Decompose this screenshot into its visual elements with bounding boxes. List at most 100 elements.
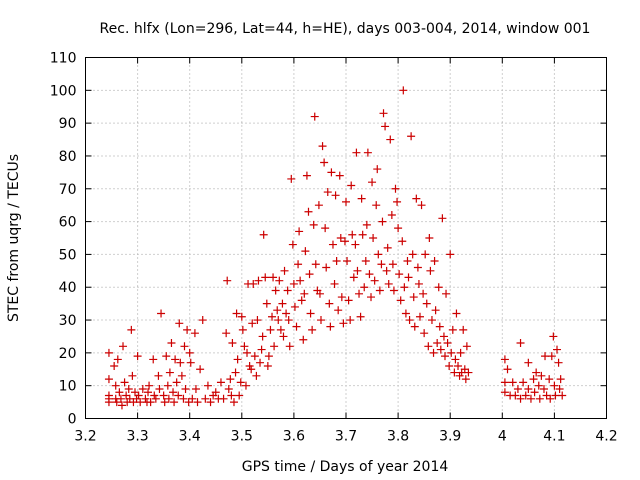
data-point — [351, 240, 360, 249]
data-point — [191, 384, 200, 393]
data-point — [120, 378, 129, 387]
data-point — [219, 394, 228, 403]
data-point — [198, 316, 207, 325]
data-point — [365, 270, 374, 279]
data-point — [252, 371, 261, 380]
data-point — [274, 316, 283, 325]
data-point — [315, 289, 324, 298]
data-point — [417, 201, 426, 210]
data-point — [181, 384, 190, 393]
data-point — [405, 316, 414, 325]
data-point — [203, 381, 212, 390]
data-point — [430, 256, 439, 265]
data-point — [554, 358, 563, 367]
data-point — [443, 339, 452, 348]
data-point — [389, 286, 398, 295]
data-point — [295, 227, 304, 236]
data-point — [516, 339, 525, 348]
data-point — [211, 388, 220, 397]
data-point — [331, 191, 340, 200]
data-point — [269, 273, 278, 282]
data-point — [399, 86, 408, 95]
data-point — [144, 388, 153, 397]
data-point — [284, 316, 293, 325]
data-point — [328, 240, 337, 249]
data-point — [550, 381, 559, 390]
data-point — [500, 378, 509, 387]
data-point — [241, 381, 250, 390]
data-point — [526, 394, 535, 403]
x-tick-label: 3.3 — [126, 429, 148, 445]
data-point — [278, 299, 287, 308]
data-point — [459, 325, 468, 334]
data-point — [229, 398, 238, 407]
data-point — [408, 250, 417, 259]
data-point — [410, 322, 419, 331]
data-point — [201, 394, 210, 403]
x-tick-label: 3.7 — [335, 429, 357, 445]
x-tick-label: 3.6 — [283, 429, 305, 445]
data-point — [535, 394, 544, 403]
data-point — [500, 355, 509, 364]
data-point — [362, 220, 371, 229]
data-point — [521, 391, 530, 400]
data-point — [300, 289, 309, 298]
data-point — [227, 391, 236, 400]
data-point — [115, 388, 124, 397]
data-point — [436, 345, 445, 354]
data-point — [304, 207, 313, 216]
data-point — [119, 342, 128, 351]
data-point — [235, 391, 244, 400]
y-tick-label: 100 — [50, 83, 77, 99]
data-point — [516, 394, 525, 403]
data-point — [342, 197, 350, 206]
data-point — [128, 371, 137, 380]
data-point — [377, 260, 386, 269]
data-point — [133, 352, 142, 361]
data-point — [326, 322, 335, 331]
data-point — [196, 365, 205, 374]
data-point — [445, 361, 454, 370]
data-point — [316, 316, 325, 325]
data-point — [299, 335, 308, 344]
data-point — [409, 293, 418, 302]
data-point — [184, 398, 193, 407]
data-point — [104, 375, 113, 384]
data-point — [547, 352, 556, 361]
data-point — [383, 243, 392, 252]
data-point — [393, 197, 402, 206]
data-point — [541, 352, 550, 361]
data-point — [446, 250, 455, 259]
data-point — [233, 355, 242, 364]
data-point — [413, 263, 422, 272]
data-point — [348, 230, 357, 239]
y-tick-label: 20 — [59, 346, 77, 362]
data-point — [253, 316, 262, 325]
data-point — [401, 309, 410, 318]
data-point — [434, 283, 443, 292]
data-point — [420, 329, 429, 338]
data-point — [104, 348, 113, 357]
data-point — [426, 266, 435, 275]
data-point — [334, 306, 343, 315]
data-point — [355, 289, 364, 298]
data-point — [266, 325, 275, 334]
data-point — [311, 260, 320, 269]
y-tick-label: 40 — [59, 280, 77, 296]
data-point — [320, 158, 329, 167]
data-point — [330, 279, 339, 288]
x-axis-label: GPS time / Days of year 2014 — [242, 459, 449, 475]
data-point — [224, 384, 233, 393]
data-point — [448, 325, 457, 334]
data-point — [461, 375, 470, 384]
data-point — [425, 234, 434, 242]
data-point — [145, 381, 154, 390]
data-point — [112, 398, 121, 407]
data-point — [415, 312, 424, 321]
data-point — [314, 201, 323, 210]
data-point — [500, 388, 509, 397]
x-tick-label: 3.5 — [231, 429, 253, 445]
axis-ticks: 3.2 3.3 3.4 3.5 3.6 3.7 3.8 3.9 4 4.1 4.2 0 10 20 30 40… — [50, 51, 618, 445]
data-point — [427, 316, 436, 325]
